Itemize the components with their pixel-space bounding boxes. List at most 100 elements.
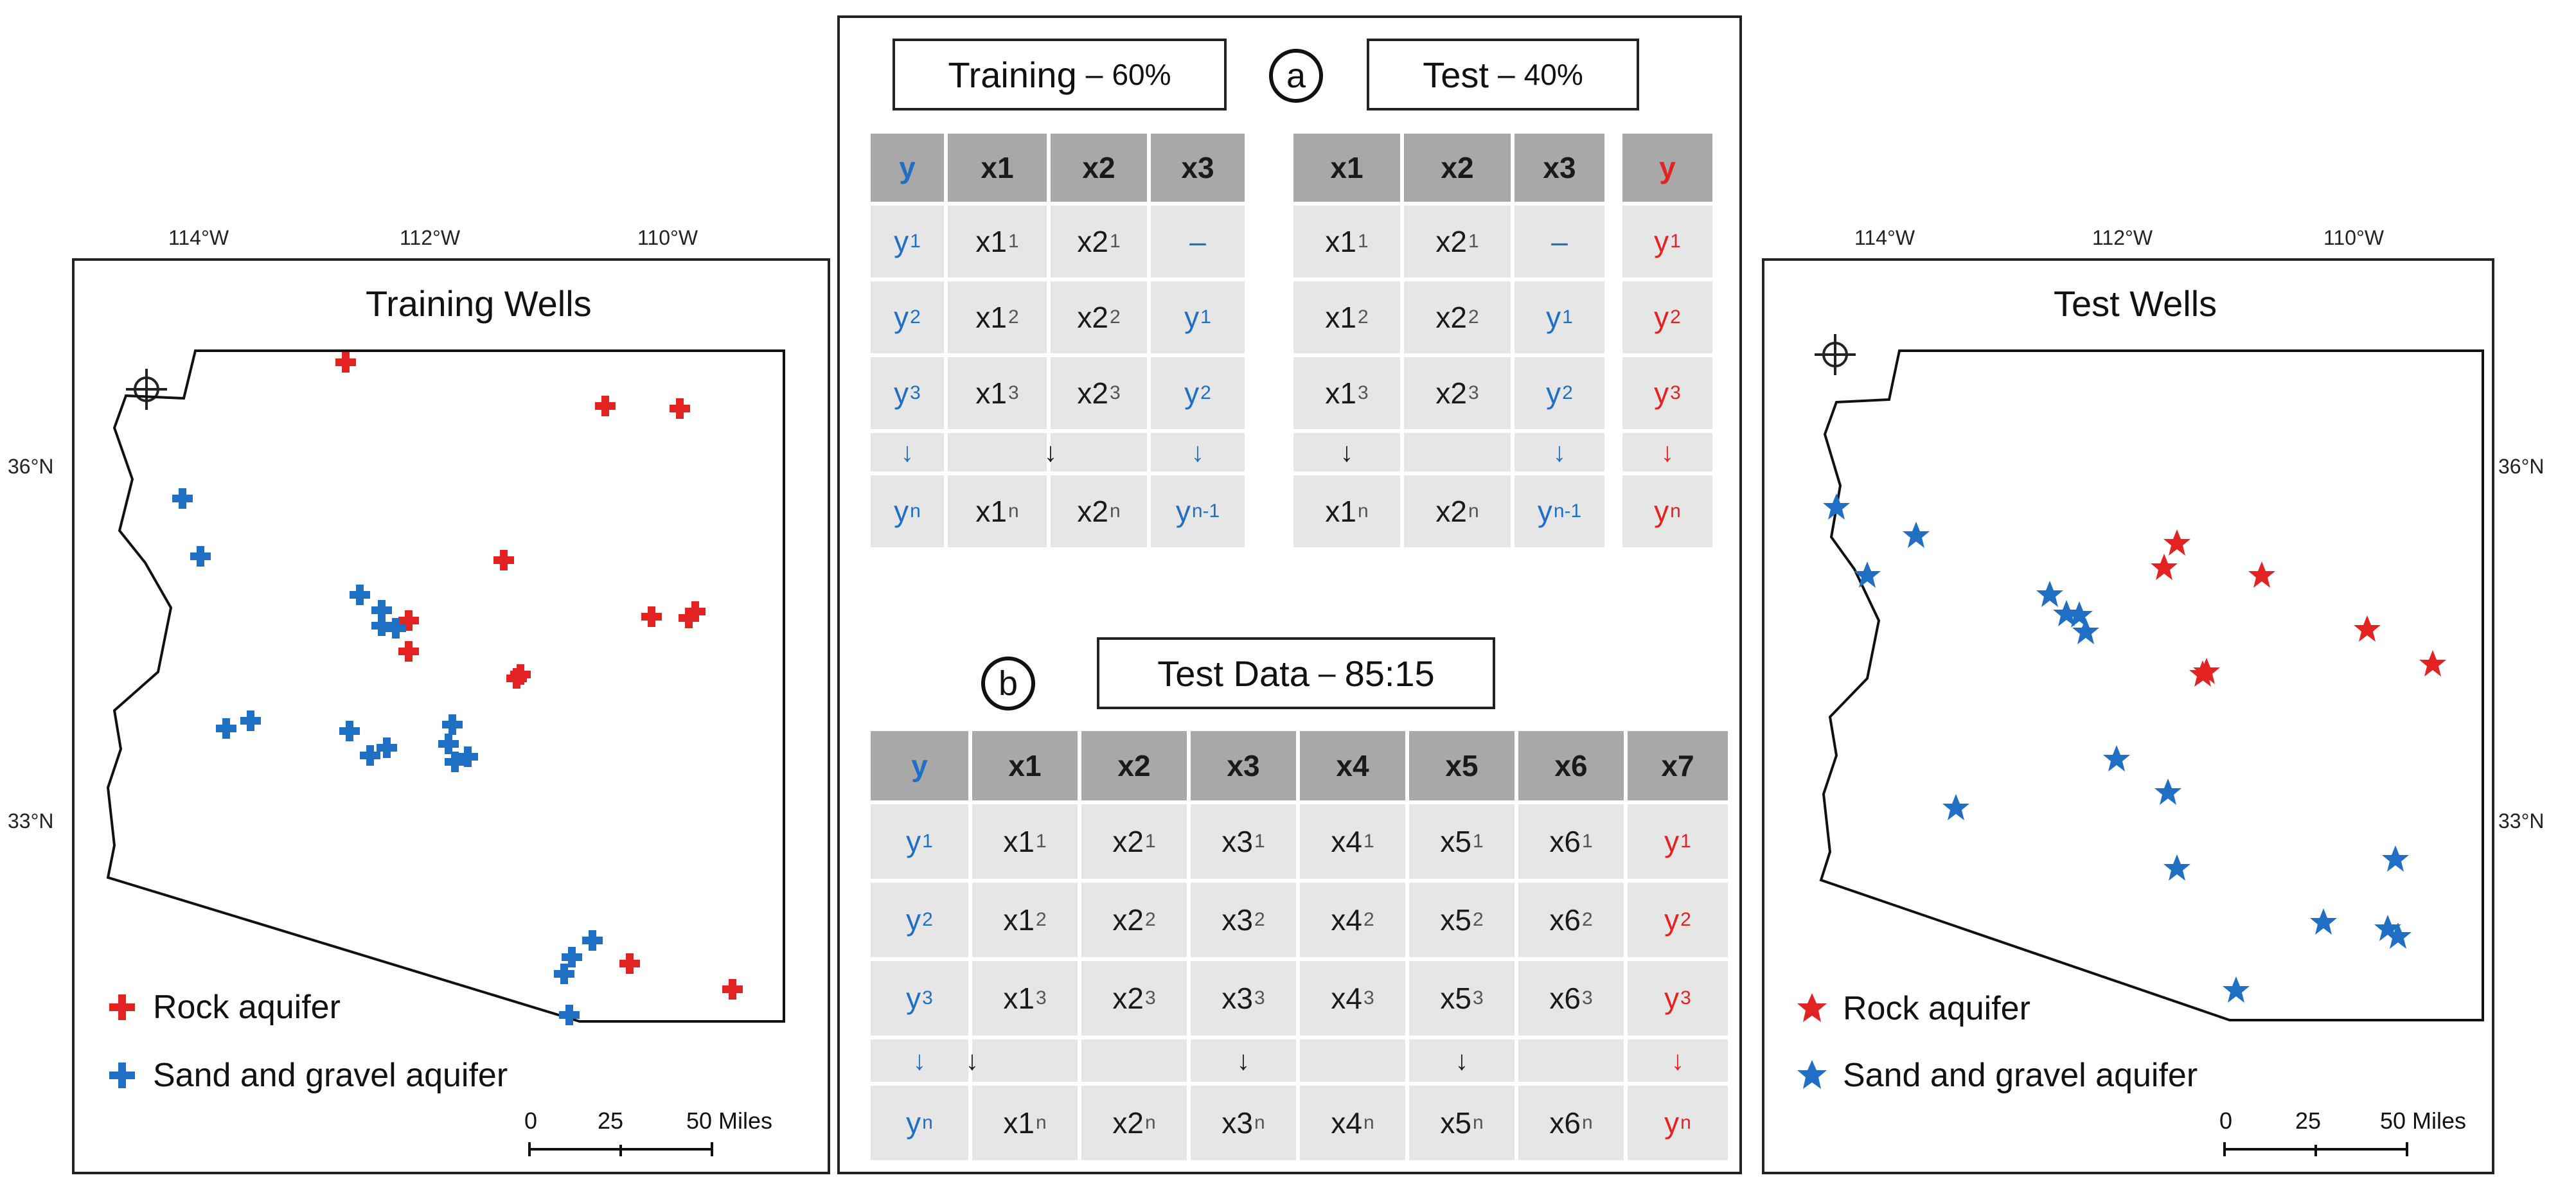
cell-subscript: 3	[1468, 382, 1479, 403]
test-table: x1 x2 x3 x1 1 x2 1– x1 2 x2 2 y 1 x1 3 x2 3 y 2 ↓ ↓ x1 n x2 n y n-…	[1293, 134, 1604, 547]
cell-subscript: 3	[1581, 987, 1593, 1009]
cell-subscript: 1	[922, 831, 933, 852]
cell-subscript: 3	[910, 382, 921, 403]
cell-subscript: 3	[1254, 987, 1265, 1009]
down-arrow-icon: ↓	[1236, 1045, 1250, 1075]
table-cell: x4 1	[1300, 804, 1405, 879]
cell-value: y	[894, 495, 909, 528]
compass-icon	[126, 369, 167, 410]
cell-subscript: n-1	[1553, 500, 1582, 522]
cell-subscript: 2	[1144, 909, 1156, 930]
cell-value: x1	[1325, 495, 1356, 528]
cell-subscript: 1	[1144, 831, 1156, 852]
cell-value: x1	[1003, 982, 1035, 1015]
cell-value: x2	[1077, 376, 1108, 410]
table-cell: x1 n	[948, 475, 1047, 547]
cell-value: x1	[1003, 903, 1035, 937]
cell-subscript: 3	[1680, 987, 1691, 1009]
cell-value: y	[1184, 301, 1200, 334]
table-cell: x1 1	[972, 804, 1078, 879]
scale-tick-0: 0	[524, 1107, 538, 1134]
cell-subscript: 3	[1109, 382, 1121, 403]
cell-value: y	[1654, 376, 1669, 410]
scale-tick-50: 50 Miles	[686, 1107, 773, 1134]
table-cell: x5 3	[1409, 961, 1515, 1036]
cell-subscript: 2	[1562, 382, 1573, 403]
cell-subscript: n-1	[1191, 500, 1220, 522]
lon-label-110: 110°W	[2323, 226, 2385, 249]
table-cell: x3 1	[1191, 804, 1296, 879]
cell-value: x5	[1440, 903, 1471, 937]
table-cell: x1 3	[972, 961, 1078, 1036]
table-cell: –	[1515, 206, 1604, 278]
cell-subscript: 2	[1472, 909, 1484, 930]
cell-value: x2	[1077, 301, 1108, 334]
header-cell: x2	[1404, 134, 1511, 202]
lat-label-36: 36°N	[8, 455, 54, 478]
cell-subscript: 1	[1008, 231, 1019, 252]
cell-subscript: 2	[1468, 306, 1479, 328]
cell-subscript: n	[1008, 500, 1019, 522]
cell-value: x1	[975, 301, 1007, 334]
cell-value: x4	[1331, 825, 1362, 858]
cell-value: x6	[1549, 1106, 1581, 1140]
cell-value: y	[1664, 1106, 1680, 1140]
training-wells-map: Training Wells Rock aquifer	[72, 258, 830, 1174]
legend-item-sand-gravel: Sand and gravel aquifer	[103, 1056, 508, 1095]
header-cell: y	[1622, 134, 1712, 202]
test-split-box: Test – 40%	[1367, 39, 1639, 110]
cell-subscript: 2	[1357, 306, 1369, 328]
cell-value: x1	[1003, 1106, 1035, 1140]
cell-subscript: n	[1468, 500, 1479, 522]
table-cell: x3 3	[1191, 961, 1296, 1036]
table-cell: x4 2	[1300, 883, 1405, 957]
legend-item-rock: Rock aquifer	[1793, 989, 2030, 1028]
cell-value: x2	[1112, 825, 1144, 858]
test-well-markers	[1823, 493, 2446, 1003]
target-table: y y 1 y 2 y 3 ↓ y n	[1622, 134, 1712, 547]
cell-value: x3	[1221, 1106, 1253, 1140]
table-cell: x6 1	[1518, 804, 1624, 879]
table-cell: x6 3	[1518, 961, 1624, 1036]
cell-subscript: 1	[1581, 831, 1593, 852]
cell-subscript: 1	[1670, 231, 1681, 252]
data-split-diagram: Training – 60% a Test – 40% y x1 x2 x3 y 1 x1 1…	[837, 15, 1742, 1174]
header-cell: x4	[1300, 731, 1405, 800]
down-arrow-icon: ↓	[912, 1045, 927, 1075]
cell-value: x6	[1549, 903, 1581, 937]
cell-subscript: 3	[1008, 382, 1019, 403]
training-table: y x1 x2 x3 y 1 x1 1 x2 1– y 2 x1 2 x2 2 y 1 y 3 x1 3 x2 3 y 2 ↓ ↓ ↓ y…	[871, 134, 1245, 547]
scale-tick-50: 50 Miles	[2380, 1107, 2467, 1134]
cell-value: x2	[1435, 225, 1467, 258]
table-cell: x2 1	[1081, 804, 1187, 879]
down-arrow-icon: ↓	[1660, 437, 1674, 467]
table-cell: x1 n	[972, 1086, 1078, 1160]
cell-value: x2	[1077, 495, 1108, 528]
table-cell: x2 3	[1051, 357, 1147, 429]
test-data-table: y x1 x2 x3 x4 x5 x6 x7 y 1 x1 1 x2 1 x3 1 x4 1 x5 1 x6 1 y 1 y 2 x…	[871, 731, 1728, 1160]
table-cell: x1 2	[1293, 281, 1400, 353]
legend-item-sand-gravel: Sand and gravel aquifer	[1793, 1056, 2198, 1095]
lon-label-112: 112°W	[400, 226, 461, 249]
map-title: Test Wells	[2054, 283, 2217, 324]
cell-subscript: 2	[1200, 382, 1211, 403]
cell-value: x1	[1325, 376, 1356, 410]
arrow-cell	[1081, 1039, 1187, 1082]
header-cell: x1	[948, 134, 1047, 202]
down-arrow-icon: ↓	[1191, 437, 1205, 467]
test-box-title: Test	[1423, 54, 1489, 95]
legend-label: Rock aquifer	[1843, 990, 2030, 1027]
scale-tick-25: 25	[598, 1107, 624, 1134]
training-box-pct: 60%	[1112, 58, 1171, 91]
header-cell: x2	[1081, 731, 1187, 800]
arrow-cell: ↓	[1515, 433, 1604, 472]
panel-b-marker: b	[981, 657, 1035, 710]
cell-value: x2	[1112, 1106, 1144, 1140]
cell-subscript: 1	[1562, 306, 1573, 328]
table-cell: x2 n	[1404, 475, 1511, 547]
cell-value: y	[1664, 982, 1680, 1015]
